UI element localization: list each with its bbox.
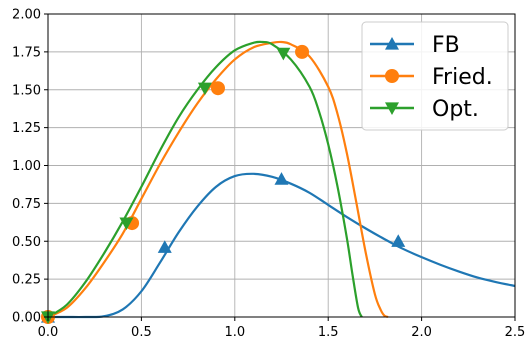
x-tick-label: 0.5 xyxy=(131,325,152,340)
y-tick-label: 2.00 xyxy=(12,8,41,23)
series-marker-1 xyxy=(210,81,225,96)
y-tick-label: 0.25 xyxy=(12,273,41,288)
series-marker-0 xyxy=(274,172,289,185)
axis-ticks: 0.0 0.5 1.0 1.5 2.0 2.5 0.00 0.25 0.50 0.75 1.00 1.… xyxy=(12,8,525,341)
x-tick-label: 1.5 xyxy=(318,325,339,340)
y-tick-label: 1.75 xyxy=(12,45,41,60)
x-tick-label: 1.0 xyxy=(224,325,245,340)
legend-marker-2 xyxy=(385,102,399,115)
y-tick-label: 1.25 xyxy=(12,121,41,136)
legend-label-0: FB xyxy=(432,33,460,58)
series-marker-0 xyxy=(157,240,172,253)
x-tick-label: 2.0 xyxy=(411,325,432,340)
series-marker-2 xyxy=(119,217,134,231)
legend: FB Fried. Opt. xyxy=(361,21,509,131)
y-tick-label: 1.00 xyxy=(12,159,41,174)
y-tick-label: 0.00 xyxy=(12,311,41,326)
series-marker-2 xyxy=(197,82,212,96)
series-line-2 xyxy=(47,40,363,318)
y-tick-label: 0.75 xyxy=(12,197,41,212)
series-marker-1 xyxy=(295,44,310,59)
x-tick-label: 0.0 xyxy=(38,325,59,340)
series-line-1 xyxy=(47,40,389,319)
y-tick-label: 0.50 xyxy=(12,235,41,250)
legend-label-2: Opt. xyxy=(432,97,479,122)
series-marker-0 xyxy=(391,234,406,247)
legend-label-1: Fried. xyxy=(432,65,493,90)
series-marker-2 xyxy=(276,47,291,61)
legend-marker-0 xyxy=(385,37,399,50)
x-tick-label: 2.5 xyxy=(505,325,526,340)
legend-marker-1 xyxy=(385,69,399,83)
y-tick-label: 1.50 xyxy=(12,83,41,98)
series-markers xyxy=(41,44,406,324)
